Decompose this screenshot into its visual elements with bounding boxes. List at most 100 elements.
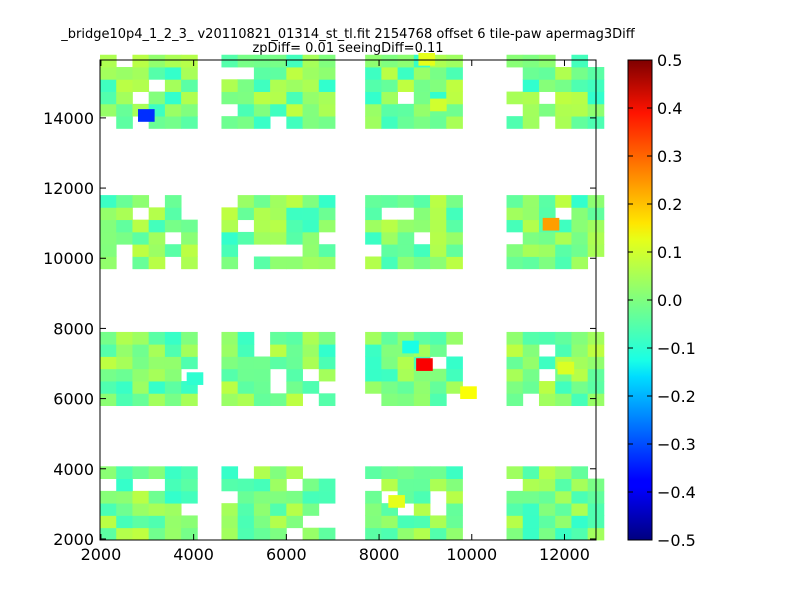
heatmap-cell: [538, 381, 556, 394]
heatmap-cell: [270, 466, 287, 479]
heatmap-cell: [522, 478, 540, 492]
heatmap-cell: [397, 356, 415, 370]
heatmap-cell: [100, 54, 117, 68]
heatmap-cell: [148, 67, 166, 80]
heatmap-cell: [116, 207, 133, 221]
heatmap-cell: [253, 393, 271, 407]
heatmap-cell: [116, 515, 133, 529]
heatmap-cell: [365, 67, 382, 80]
heatmap-cell: [286, 231, 303, 245]
heatmap-cell: [116, 368, 133, 382]
heatmap-cell: [116, 490, 133, 504]
heatmap-cell: [100, 527, 117, 541]
heatmap-cell: [302, 219, 320, 233]
heatmap-cell: [413, 116, 431, 129]
heatmap-cell: [381, 393, 398, 407]
heatmap-cell: [221, 219, 239, 233]
heatmap-cell: [506, 207, 524, 221]
heatmap-cell: [446, 54, 463, 68]
heatmap-cell: [555, 466, 572, 479]
heatmap-cell: [116, 91, 133, 105]
heatmap-cell: [571, 381, 589, 394]
heatmap-cell: [100, 231, 117, 245]
heatmap-cell: [318, 393, 336, 407]
heatmap-cell: [164, 207, 182, 221]
heatmap-cell: [413, 207, 431, 221]
colorbar-tick-label: 0.1: [657, 243, 682, 262]
heatmap-cell: [571, 54, 589, 68]
heatmap-cell: [381, 91, 398, 105]
heatmap-cell: [270, 393, 287, 407]
x-tick-label: 2000: [81, 545, 122, 564]
heatmap-cell: [302, 195, 320, 208]
heatmap-cell-outlier: [418, 52, 436, 66]
heatmap-cell: [116, 527, 133, 541]
heatmap-cell: [538, 67, 556, 80]
heatmap-cell: [430, 478, 447, 492]
heatmap-cell: [253, 381, 271, 394]
heatmap-cell: [270, 54, 287, 68]
x-tick-label: 12000: [539, 545, 590, 564]
heatmap-cell: [571, 195, 589, 208]
heatmap-cell: [522, 79, 540, 92]
heatmap-cell: [270, 527, 287, 541]
heatmap-cell: [164, 503, 182, 516]
heatmap-cell: [302, 79, 320, 92]
y-tick-label: 14000: [43, 109, 94, 128]
heatmap-cell: [100, 67, 117, 80]
x-tick-label: 6000: [266, 545, 307, 564]
heatmap-cell: [164, 91, 182, 105]
heatmap-cell: [221, 91, 239, 105]
heatmap-cell: [221, 331, 239, 345]
heatmap-cell: [571, 466, 589, 479]
x-tick-label: 8000: [359, 545, 400, 564]
heatmap-cell: [132, 79, 150, 92]
heatmap-cell: [430, 195, 447, 208]
heatmap-cell: [253, 356, 271, 370]
heatmap-cell: [318, 219, 336, 233]
heatmap-cell: [555, 244, 572, 257]
heatmap-cell: [365, 91, 382, 105]
heatmap-cell: [318, 344, 336, 357]
heatmap-cell-outlier: [460, 386, 477, 399]
heatmap-cell: [506, 116, 524, 129]
heatmap-cell: [397, 231, 415, 245]
heatmap-cell: [365, 79, 382, 92]
y-axis: 2000 4000 6000 8000 10000 12000 14000: [43, 109, 596, 549]
heatmap-cell: [221, 527, 239, 541]
heatmap-cell: [318, 54, 336, 68]
heatmap-cell: [522, 527, 540, 541]
colorbar-tick-label: −0.2: [657, 387, 696, 406]
heatmap-cell: [571, 79, 589, 92]
heatmap-cell: [555, 103, 572, 117]
heatmap-cell: [446, 219, 463, 233]
heatmap-cell: [413, 515, 431, 529]
heatmap-cell: [132, 331, 150, 345]
heatmap-cell: [302, 381, 320, 394]
heatmap-cell: [116, 478, 133, 492]
heatmap-cell: [221, 478, 239, 492]
heatmap-cell: [286, 207, 303, 221]
heatmap-cell: [302, 54, 320, 68]
heatmap-cell: [555, 116, 572, 129]
heatmap-cell-outlier: [542, 217, 560, 231]
colorbar: 0.5 0.4 0.3 0.2 0.1 0.0 −0.1 −0.2 −0.3 −0.4 −0.5: [627, 51, 696, 550]
heatmap-cell: [446, 67, 463, 80]
heatmap-cell: [116, 503, 133, 516]
heatmap-cell: [116, 356, 133, 370]
heatmap-cell: [237, 490, 255, 504]
heatmap-cell: [116, 331, 133, 345]
heatmap-cell: [148, 393, 166, 407]
heatmap-cell: [365, 368, 382, 382]
heatmap-cell: [413, 490, 431, 504]
heatmap-cell: [270, 103, 287, 117]
heatmap-cell: [148, 356, 166, 370]
heatmap-cell: [270, 231, 287, 245]
heatmap-cell: [506, 503, 524, 516]
heatmap-cell: [522, 67, 540, 80]
heatmap-cell: [270, 79, 287, 92]
heatmap-cell: [413, 91, 431, 105]
heatmap-cell: [430, 344, 447, 357]
heatmap-cell-outlier: [138, 109, 155, 122]
heatmap-cell: [571, 91, 589, 105]
